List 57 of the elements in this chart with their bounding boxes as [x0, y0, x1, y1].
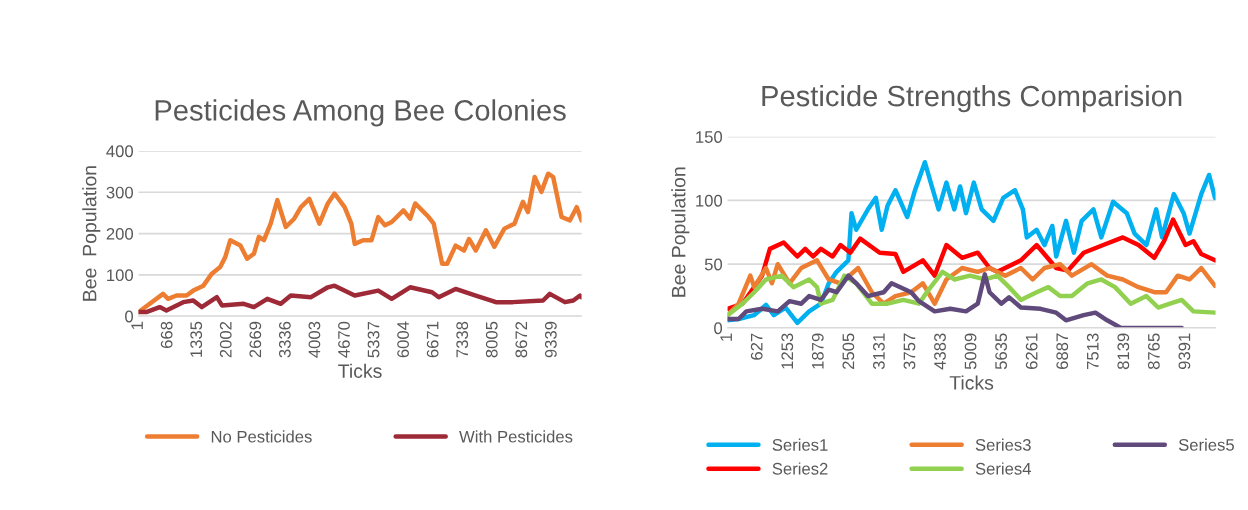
x-tick-label: 1	[720, 333, 732, 341]
x-tick-label: 3336	[278, 321, 291, 358]
y-tick-label: 200	[106, 227, 134, 240]
x-tick-label: 6261	[1025, 333, 1038, 370]
x-tick-label: 2669	[249, 321, 262, 358]
x-tick-label: 3757	[903, 333, 916, 370]
y-tick-label: 400	[106, 145, 134, 158]
chart-title: Pesticide Strengths Comparision	[762, 84, 1182, 113]
x-tick-label: 2002	[219, 321, 232, 358]
x-tick-label: 9391	[1178, 333, 1191, 370]
x-tick-label: 1	[131, 321, 143, 330]
legend-label: No Pesticides	[211, 430, 312, 443]
chart-title: Pesticides Among Bee Colonies	[155, 99, 566, 127]
x-tick-label: 1879	[811, 333, 824, 369]
x-tick-label: 2505	[842, 333, 855, 370]
y-tick-label: 150	[696, 131, 723, 143]
y-tick-label: 300	[106, 186, 134, 199]
x-tick-label: 8765	[1147, 333, 1160, 370]
x-tick-label: 1335	[190, 321, 203, 357]
x-tick-label: 4003	[308, 321, 321, 358]
x-tick-label: 9339	[544, 321, 557, 358]
line-series	[727, 159, 1216, 326]
x-tick-label: 7513	[1086, 333, 1099, 370]
x-tick-label: 6671	[426, 321, 439, 358]
x-tick-label: 3131	[873, 333, 885, 370]
legend-label: Series4	[975, 462, 1031, 475]
x-tick-label: 4670	[338, 321, 350, 358]
y-tick-label: 50	[704, 258, 723, 271]
x-axis-title: Ticks	[338, 363, 382, 378]
line-series	[138, 283, 582, 315]
line-series	[727, 269, 1216, 318]
x-tick-label: 1253	[781, 333, 794, 369]
y-tick-label: 100	[696, 194, 723, 207]
x-tick-label: 8139	[1117, 333, 1130, 370]
y-tick-label: 0	[714, 322, 723, 335]
x-axis-title: Ticks	[949, 375, 994, 390]
legend-label: Series1	[772, 438, 828, 451]
legend-label: Series5	[1178, 438, 1234, 451]
legend-label: Series2	[772, 462, 828, 475]
x-tick-label: 6887	[1056, 333, 1069, 370]
x-tick-label: 5337	[367, 321, 380, 358]
x-tick-label: 7338	[456, 321, 469, 358]
x-tick-label: 627	[750, 333, 763, 360]
line-series	[727, 272, 1184, 328]
x-tick-label: 5009	[964, 333, 977, 370]
x-tick-label: 6004	[397, 321, 409, 358]
y-axis-title: Bee Population	[82, 166, 101, 301]
legend-label: Series3	[975, 438, 1031, 451]
x-tick-label: 4383	[934, 333, 946, 370]
legend-label: With Pesticides	[459, 430, 573, 443]
y-tick-label: 100	[107, 269, 134, 282]
y-tick-label: 0	[125, 310, 134, 323]
x-tick-label: 8005	[485, 321, 498, 358]
x-tick-label: 8672	[515, 321, 528, 358]
x-tick-label: 5635	[995, 333, 1008, 370]
x-tick-label: 668	[160, 321, 173, 349]
y-axis-title: Bee Population	[671, 167, 690, 297]
